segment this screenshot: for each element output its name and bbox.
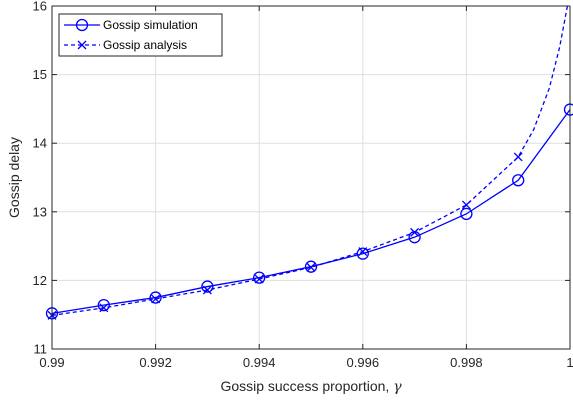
y-tick-label: 16 xyxy=(33,0,47,14)
data-point-analysis xyxy=(461,200,471,210)
y-tick-label: 15 xyxy=(33,67,47,82)
data-point-analysis xyxy=(254,274,264,284)
y-tick-label: 14 xyxy=(33,136,47,151)
legend-marker-x xyxy=(77,40,87,50)
x-tick-label: 0.998 xyxy=(450,355,483,370)
legend-marker-circle xyxy=(75,18,89,32)
x-axis-label: Gossip success proportion, γ xyxy=(220,378,402,395)
y-tick-label: 13 xyxy=(33,204,47,219)
series-line-analysis xyxy=(51,5,569,317)
legend-label-analysis: Gossip analysis xyxy=(103,38,187,52)
data-point-simulation xyxy=(253,271,266,284)
data-point-analysis xyxy=(99,303,109,313)
legend-box xyxy=(58,13,223,57)
x-axis-label-symbol: γ xyxy=(393,379,402,395)
legend: Gossip simulation Gossip analysis xyxy=(58,13,223,57)
y-tick-label: 11 xyxy=(34,342,48,357)
y-tick-label: 12 xyxy=(33,273,47,288)
data-point-simulation xyxy=(304,260,318,273)
data-point-analysis xyxy=(151,294,161,304)
data-point-analysis xyxy=(410,227,420,237)
data-point-analysis xyxy=(306,262,316,272)
x-tick-label: 0.992 xyxy=(139,355,172,370)
legend-label-simulation: Gossip simulation xyxy=(103,18,198,32)
data-point-simulation xyxy=(97,298,110,312)
data-point-simulation xyxy=(149,291,162,304)
x-tick-label: 0.99 xyxy=(39,355,64,370)
x-tick-label: 0.996 xyxy=(347,355,380,370)
y-axis-label: Gossip delay xyxy=(6,137,22,218)
data-point-simulation xyxy=(460,207,473,221)
x-tick-label: 0.994 xyxy=(243,355,276,370)
plot-frame xyxy=(51,5,571,350)
data-point-simulation xyxy=(201,280,214,293)
data-point-analysis xyxy=(513,152,523,162)
x-tick-label: 1 xyxy=(566,355,573,370)
plot-area xyxy=(52,6,570,349)
data-point-analysis xyxy=(358,247,368,257)
data-point-simulation xyxy=(512,174,525,187)
data-point-analysis xyxy=(202,285,212,295)
